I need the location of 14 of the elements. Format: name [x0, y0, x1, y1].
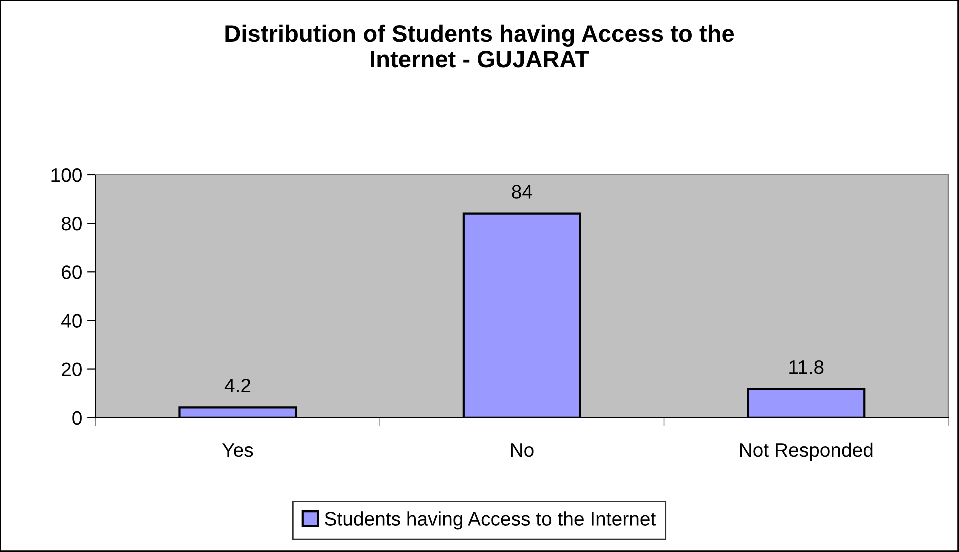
x-tick-label: Yes: [222, 444, 254, 458]
x-tick-label: No: [511, 444, 534, 458]
y-tick-label: 20: [62, 362, 82, 377]
chart-title: Distribution of Students having Access to the Internet - GUJARAT: [226, 24, 734, 68]
legend-label: Students having Access to the Internet: [325, 512, 656, 530]
y-tick-label: 60: [62, 266, 82, 280]
y-tick-label: 40: [62, 314, 82, 328]
y-tick-label: 0: [72, 411, 82, 426]
x-tick-label: Not Responded: [740, 442, 873, 461]
y-tick-label: 80: [62, 217, 82, 231]
data-label: 11.8: [790, 360, 824, 374]
y-tick-label: 100: [52, 168, 82, 182]
data-label: 84: [512, 185, 532, 199]
data-label: 4.2: [224, 378, 251, 393]
